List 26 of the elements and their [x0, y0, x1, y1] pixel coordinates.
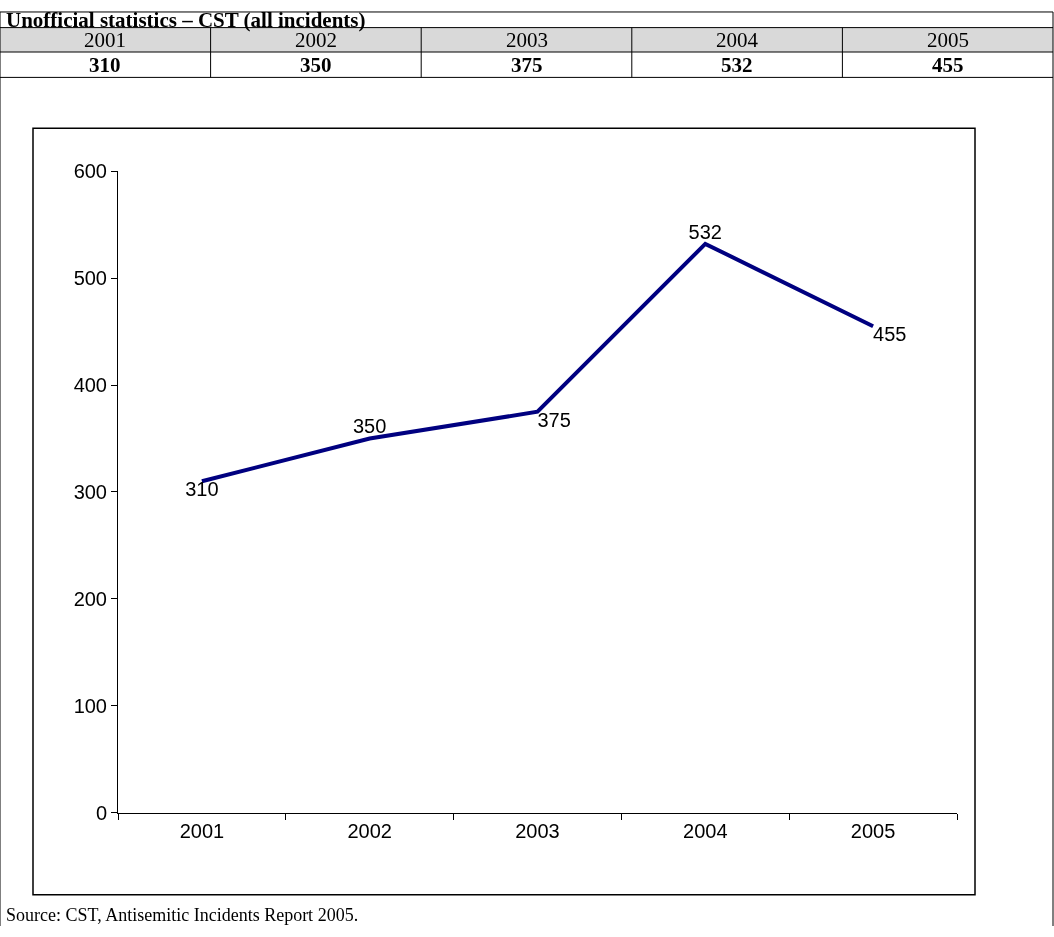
text: 455 [932, 53, 964, 77]
source-note: Source: CST, Antisemitic Incidents Report 2005. [6, 905, 359, 925]
x-tick-label: 2004 [683, 819, 728, 842]
x-tick-label: 2001 [179, 819, 225, 842]
text: 532 [721, 53, 753, 77]
y-tick-label: 500 [73, 267, 107, 290]
category-label: 2004 [716, 28, 758, 52]
text: 375 [511, 53, 543, 77]
x-tick-label: 2003 [515, 819, 560, 842]
text: 310 [89, 53, 121, 77]
y-tick-label: 400 [73, 374, 107, 397]
category-label: 2003 [506, 28, 548, 52]
category-label: 2005 [927, 28, 969, 52]
y-tick-label: 0 [95, 801, 107, 824]
y-tick-label: 300 [73, 480, 107, 503]
data-label: 375 [537, 408, 571, 431]
x-tick-label: 2002 [347, 819, 392, 842]
data-label: 532 [688, 220, 722, 243]
y-tick-label: 200 [73, 587, 107, 610]
x-tick-label: 2005 [850, 819, 896, 842]
data-label: 310 [185, 478, 219, 501]
data-label: 455 [873, 323, 907, 346]
data-label: 350 [353, 415, 387, 438]
y-tick-label: 600 [73, 160, 107, 183]
y-tick-label: 100 [73, 694, 107, 717]
text: 350 [300, 53, 332, 77]
